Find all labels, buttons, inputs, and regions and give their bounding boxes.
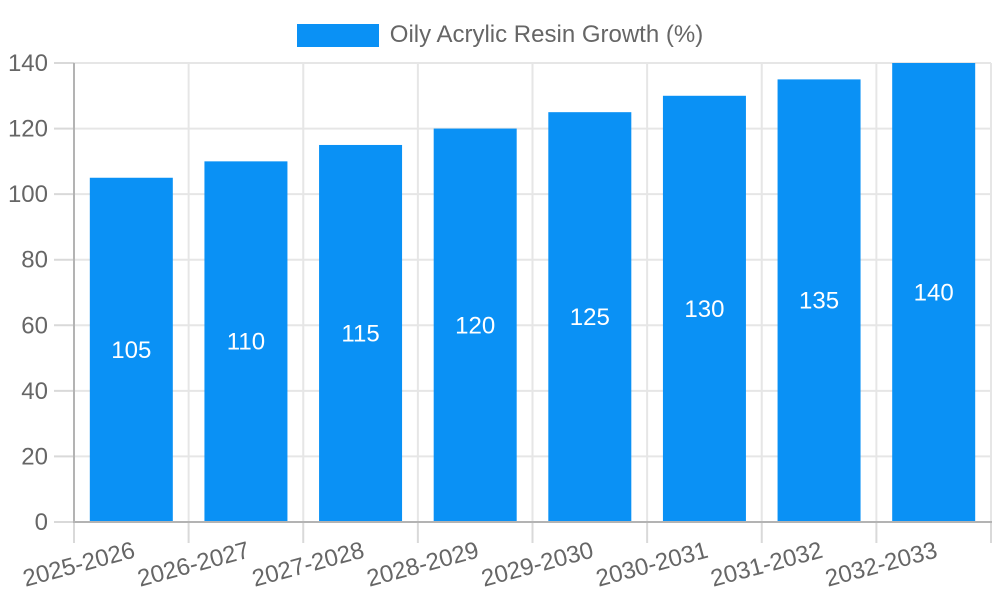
bar-value-label: 135 — [799, 288, 839, 315]
bar-value-label: 140 — [914, 280, 954, 307]
x-axis-tick-label: 2030-2031 — [593, 537, 711, 593]
y-axis-tick-label: 60 — [21, 312, 48, 339]
legend-swatch-icon — [296, 23, 379, 47]
bar-value-label: 130 — [684, 296, 724, 323]
x-axis-tick-label: 2032-2033 — [822, 537, 940, 593]
legend-label: Oily Acrylic Resin Growth (%) — [389, 21, 704, 48]
bar[interactable] — [892, 63, 976, 522]
bar[interactable] — [319, 144, 403, 522]
y-axis-tick-label: 140 — [8, 50, 48, 77]
bar[interactable] — [204, 161, 288, 522]
bar[interactable] — [777, 79, 861, 523]
bar-value-label: 110 — [227, 329, 265, 356]
bar-value-label: 125 — [570, 304, 610, 331]
legend-item[interactable]: Oily Acrylic Resin Growth (%) — [0, 21, 1000, 49]
x-axis-tick-label: 2029-2030 — [479, 537, 597, 593]
bar[interactable] — [662, 95, 746, 523]
bar[interactable] — [433, 128, 517, 523]
bar-value-label: 105 — [111, 337, 151, 364]
x-axis-tick-label: 2027-2028 — [249, 537, 367, 593]
bar-value-label: 120 — [455, 312, 495, 339]
y-axis-tick-label: 80 — [21, 247, 48, 274]
y-axis-tick-label: 120 — [8, 116, 48, 143]
y-axis-tick-label: 100 — [8, 181, 48, 208]
x-axis-tick-label: 2031-2032 — [708, 537, 826, 593]
bar[interactable] — [89, 177, 173, 522]
bar[interactable] — [548, 112, 632, 522]
y-axis-tick-label: 0 — [35, 509, 48, 536]
x-axis-tick-label: 2028-2029 — [364, 537, 482, 593]
y-axis-tick-label: 20 — [21, 443, 48, 470]
bar-value-label: 115 — [341, 320, 379, 347]
x-axis-tick-label: 2025-2026 — [20, 537, 138, 593]
y-axis-tick-label: 40 — [21, 378, 48, 405]
x-axis-tick-label: 2026-2027 — [135, 537, 253, 593]
